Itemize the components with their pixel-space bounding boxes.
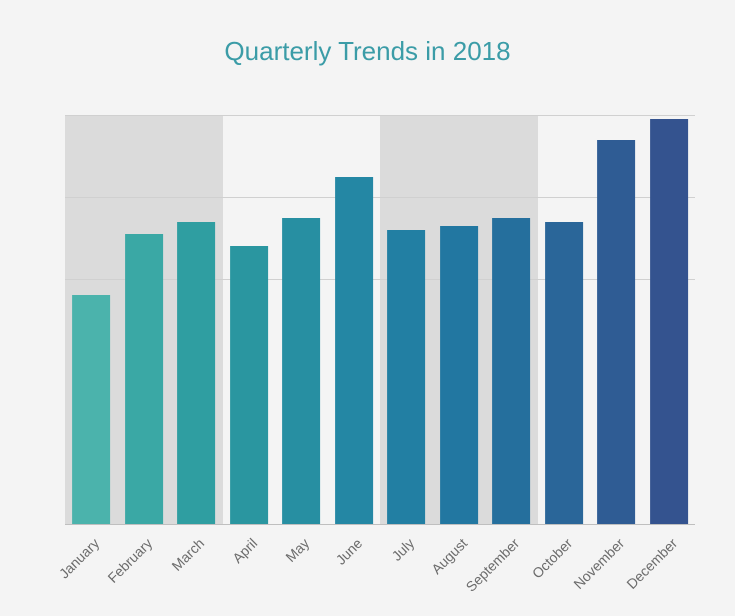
chart-title: Quarterly Trends in 2018 bbox=[0, 36, 735, 67]
bar-slot bbox=[433, 115, 486, 525]
bar-slot bbox=[643, 115, 696, 525]
x-label: January bbox=[56, 535, 103, 582]
plot-area bbox=[65, 115, 695, 525]
bar-slot bbox=[170, 115, 223, 525]
bar-slot bbox=[380, 115, 433, 525]
bar-slot bbox=[65, 115, 118, 525]
bar-slot bbox=[538, 115, 591, 525]
x-label: July bbox=[389, 535, 418, 564]
bar-slot bbox=[223, 115, 276, 525]
x-axis-baseline bbox=[65, 524, 695, 525]
x-label: December bbox=[623, 535, 680, 592]
bar-august bbox=[440, 226, 478, 525]
bar-may bbox=[282, 218, 320, 526]
x-label: October bbox=[529, 535, 576, 582]
bar-march bbox=[177, 222, 215, 525]
bar-slot bbox=[275, 115, 328, 525]
chart-container: Quarterly Trends in 2018 JanuaryFebruary… bbox=[0, 0, 735, 616]
bar-november bbox=[597, 140, 635, 525]
x-axis-labels: JanuaryFebruaryMarchAprilMayJuneJulyAugu… bbox=[65, 535, 695, 616]
x-label: September bbox=[463, 535, 523, 595]
bar-july bbox=[387, 230, 425, 525]
bar-slot bbox=[590, 115, 643, 525]
x-label: May bbox=[283, 535, 313, 565]
x-label: November bbox=[571, 535, 628, 592]
x-label: August bbox=[428, 535, 470, 577]
x-label: February bbox=[104, 535, 155, 586]
x-label: March bbox=[169, 535, 208, 574]
bar-slot bbox=[485, 115, 538, 525]
x-label: April bbox=[229, 535, 260, 566]
bar-december bbox=[650, 119, 688, 525]
x-label: June bbox=[332, 535, 365, 568]
bar-january bbox=[72, 295, 110, 525]
bar-slot bbox=[118, 115, 171, 525]
bar-april bbox=[230, 246, 268, 525]
bar-slot bbox=[328, 115, 381, 525]
bar-october bbox=[545, 222, 583, 525]
bar-february bbox=[125, 234, 163, 525]
bar-september bbox=[492, 218, 530, 526]
bar-june bbox=[335, 177, 373, 526]
